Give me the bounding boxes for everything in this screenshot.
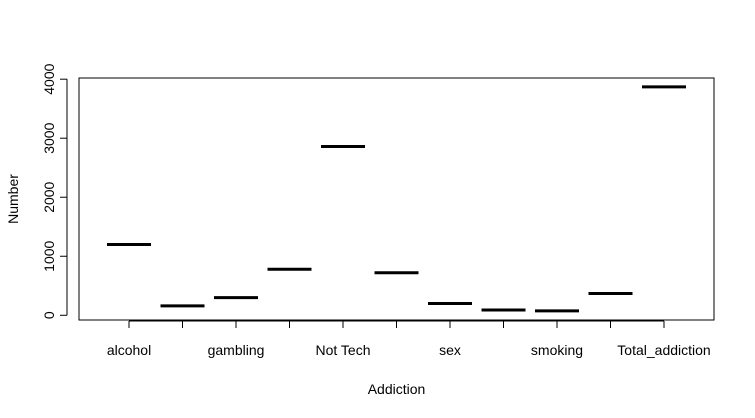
y-axis: 0 1000 2000 3000 4000 <box>41 63 68 319</box>
y-tick-label: 0 <box>41 311 57 319</box>
y-tick-label: 4000 <box>41 63 57 94</box>
x-tick-label: sex <box>439 342 461 358</box>
x-tick-label: Not Tech <box>316 342 371 358</box>
x-tick-label: smoking <box>531 342 583 358</box>
y-axis-title: Number <box>5 174 21 224</box>
plot-frame <box>78 77 715 321</box>
y-tick-label: 3000 <box>41 122 57 153</box>
x-tick-label: gambling <box>208 342 265 358</box>
x-tick-label: Total_addiction <box>617 342 710 358</box>
x-axis-title: Addiction <box>368 381 426 397</box>
y-tick-label: 1000 <box>41 240 57 271</box>
data-marks <box>107 85 686 313</box>
y-tick-label: 2000 <box>41 181 57 212</box>
x-tick-label: alcohol <box>107 342 151 358</box>
x-axis: alcohol gambling Not Tech sex smoking Total_a… <box>107 320 711 358</box>
